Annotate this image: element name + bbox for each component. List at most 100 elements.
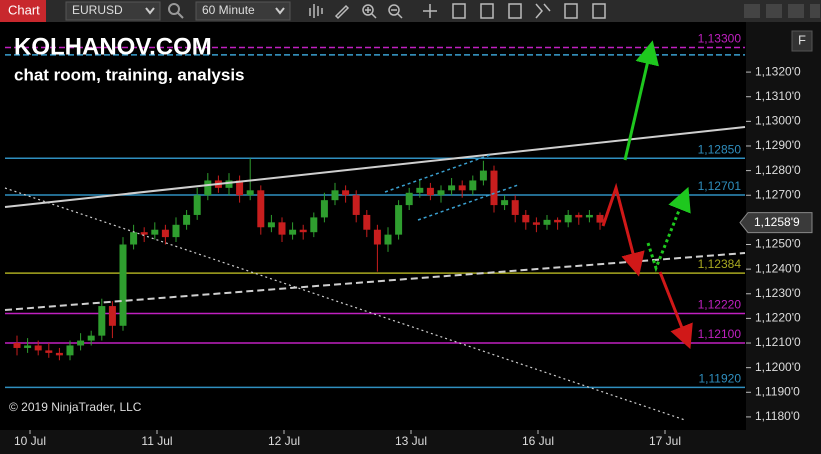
candle-body: [24, 345, 32, 348]
y-tick-label: 1,1180'0: [755, 409, 800, 423]
candle-body: [98, 306, 106, 336]
candle-body: [34, 345, 42, 351]
y-tick-label: 1,1220'0: [755, 311, 801, 325]
chart-tab[interactable]: [0, 0, 46, 22]
y-tick-label: 1,1190'0: [755, 384, 800, 398]
candle-body: [585, 214, 593, 218]
candle-body: [522, 214, 530, 223]
candle-body: [267, 222, 275, 228]
level-label: 1,12701: [698, 179, 742, 193]
interval-label: 60 Minute: [202, 3, 255, 17]
candle-body: [532, 222, 540, 225]
candle-body: [405, 192, 413, 206]
x-tick-label: 16 Jul: [522, 434, 554, 448]
candle-body: [469, 180, 477, 191]
candle-body: [342, 190, 350, 196]
candle-body: [119, 244, 127, 326]
candle-body: [257, 190, 265, 228]
last-price-box: [739, 212, 813, 234]
tool-icons[interactable]: [309, 3, 606, 20]
candle-body: [130, 232, 138, 245]
candle-body: [363, 214, 371, 230]
arrow-down: [658, 271, 693, 350]
candle-body: [140, 232, 148, 235]
arrow-up-dotted: [646, 186, 691, 273]
level-label: 1,12220: [698, 298, 742, 312]
arrow-down: [601, 182, 645, 277]
candle-body: [543, 219, 551, 225]
candle-body: [596, 214, 604, 223]
candle-body: [45, 350, 53, 353]
candle-body: [564, 214, 572, 223]
minimize-button[interactable]: [744, 4, 760, 18]
y-tick-label: 1,1320'0: [755, 64, 801, 78]
candle-body: [384, 234, 392, 245]
y-tick-label: 1,1240'0: [755, 261, 801, 275]
instrument-select[interactable]: [65, 1, 161, 21]
candle-body: [193, 195, 201, 215]
level-label: 1,13300: [698, 32, 742, 46]
candle-body: [172, 224, 180, 238]
candle-body: [236, 180, 244, 196]
candle-body: [511, 200, 519, 215]
time-axis: [0, 430, 746, 454]
y-tick-label: 1,1250'0: [755, 237, 801, 251]
candle-body: [66, 345, 74, 356]
candle-body: [204, 180, 212, 196]
candle-body: [395, 205, 403, 235]
x-tick-label: 17 Jul: [649, 434, 681, 448]
search-icon[interactable]: [168, 3, 180, 15]
candle-body: [458, 185, 466, 191]
candle-body: [352, 195, 360, 215]
last-price-label: 1,1258'9: [754, 215, 800, 229]
candle-body: [448, 185, 456, 191]
candle-body: [416, 187, 424, 193]
candle-body: [575, 214, 583, 218]
candle-body: [426, 187, 434, 196]
candle-body: [299, 229, 307, 233]
candle-body: [183, 214, 191, 225]
level-label: 1,11920: [699, 372, 742, 386]
x-tick-label: 13 Jul: [395, 434, 427, 448]
candle-body: [310, 217, 318, 233]
y-tick-label: 1,1270'0: [755, 187, 801, 201]
level-label: 1,12384: [698, 257, 742, 271]
candle-body: [501, 200, 509, 206]
instrument-label: EURUSD: [72, 3, 123, 17]
candle-body: [77, 340, 85, 346]
candle-body: [373, 229, 381, 245]
candle-body: [479, 170, 487, 181]
candle-body: [87, 335, 95, 341]
level-label: 1,12850: [698, 142, 742, 156]
candle-body: [108, 306, 116, 326]
candle-body: [246, 190, 254, 196]
x-tick-label: 10 Jul: [14, 434, 46, 448]
candle-body: [161, 229, 169, 238]
chart-subtitle: chat room, training, analysis: [14, 65, 245, 84]
y-tick-label: 1,1280'0: [755, 163, 801, 177]
dropdown-arrow: [145, 7, 155, 15]
trend-line: [4, 126, 746, 208]
channel-line: [384, 154, 491, 193]
panel-button-label: F: [798, 32, 806, 47]
y-tick-label: 1,1290'0: [755, 138, 801, 152]
panel-button[interactable]: [791, 30, 813, 52]
candle-body: [225, 180, 233, 188]
drawings: [4, 40, 746, 421]
maximize-button[interactable]: [766, 4, 782, 18]
candle-body: [289, 229, 297, 235]
dropdown-arrow: [275, 7, 285, 15]
y-tick-label: 1,1200'0: [755, 360, 801, 374]
candle-body: [13, 343, 21, 348]
restore-button[interactable]: [788, 4, 804, 18]
candle-body: [55, 352, 63, 356]
candle-body: [437, 190, 445, 196]
tab-label: Chart: [8, 2, 40, 17]
close-button[interactable]: [810, 4, 820, 18]
candle-body: [151, 229, 159, 235]
interval-select[interactable]: [195, 1, 291, 21]
candle-body: [331, 190, 339, 201]
candle-body: [554, 219, 562, 223]
